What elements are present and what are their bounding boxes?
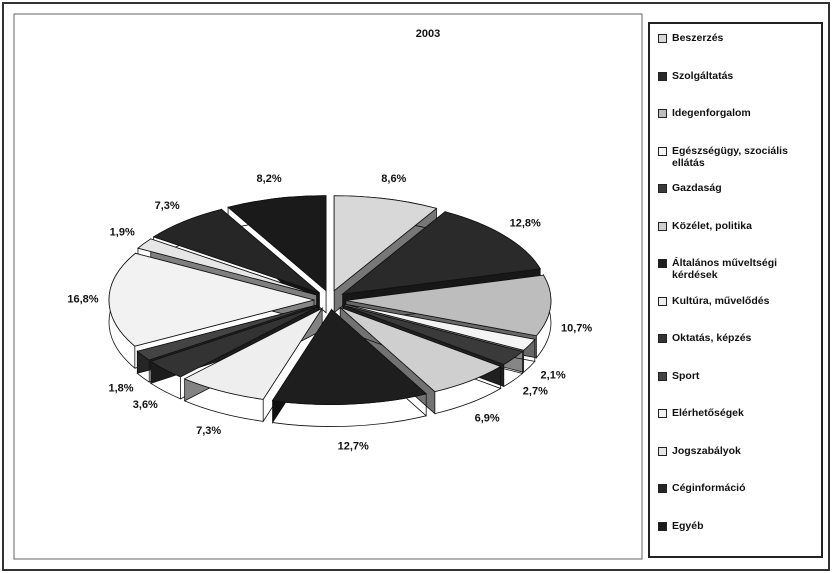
legend-marker <box>658 371 667 381</box>
slice <box>339 307 502 393</box>
slice <box>137 238 317 296</box>
legend-label: Gazdaság <box>672 182 722 194</box>
data-label: 1,9% <box>110 226 135 238</box>
legend-item: Jogszabályok <box>658 445 813 483</box>
legend-marker <box>658 109 667 118</box>
legend-item: Egészségügy, szociális ellátás <box>658 145 813 183</box>
slice-side <box>149 305 319 400</box>
legend-label: Egészségügy, szociális ellátás <box>672 144 788 169</box>
legend-marker <box>658 34 667 43</box>
legend-item: Elérhetőségek <box>658 407 813 445</box>
legend-marker <box>658 296 667 306</box>
data-label: 2,7% <box>523 385 548 397</box>
legend-item: Beszerzés <box>658 32 813 70</box>
data-label: 16,8% <box>67 294 98 306</box>
data-label: 7,3% <box>196 425 221 437</box>
data-label: 2,1% <box>541 370 566 382</box>
legend-label: Idegenforgalom <box>672 107 751 119</box>
data-label: 7,3% <box>155 200 180 212</box>
legend-label: Jogszabályok <box>672 444 741 457</box>
legend-item: Általános műveltségi kérdések <box>658 257 813 295</box>
legend-marker <box>658 71 667 81</box>
legend-label: Kultúra, művelődés <box>672 294 770 307</box>
legend-item: Oktatás, képzés <box>658 332 813 370</box>
slice <box>108 252 316 347</box>
data-label: 3,6% <box>133 399 158 411</box>
slice-group <box>271 308 428 427</box>
plot-border <box>13 13 643 560</box>
slice <box>341 211 541 295</box>
legend-label: Beszerzés <box>672 32 724 44</box>
slice-group <box>339 306 502 415</box>
slice-group <box>149 305 319 400</box>
slice-group <box>227 195 327 314</box>
legend-label: Szolgáltatás <box>672 69 734 82</box>
chart-title: 2003 <box>416 28 440 40</box>
legend-marker <box>658 184 667 193</box>
slice <box>183 307 324 400</box>
legend-marker <box>658 409 667 418</box>
legend-marker <box>658 259 667 268</box>
legend-label: Közélet, politika <box>672 219 752 232</box>
legend-item: Gazdaság <box>658 182 813 220</box>
data-label: 8,2% <box>257 173 282 185</box>
data-label: 8,6% <box>381 173 406 185</box>
slice <box>344 303 536 351</box>
legend-label: Oktatás, képzés <box>672 332 752 344</box>
legend-label: Egyéb <box>672 519 704 532</box>
legend-label: Sport <box>672 369 700 382</box>
slice-group <box>108 252 316 369</box>
slice <box>152 208 320 294</box>
slice <box>136 304 317 361</box>
legend-marker <box>658 334 667 343</box>
legend-item: Kultúra, művelődés <box>658 295 813 333</box>
legend-item: Idegenforgalom <box>658 107 813 145</box>
slice-group <box>183 307 324 423</box>
legend-item: Céginformáció <box>658 482 813 520</box>
data-label: 10,7% <box>561 323 592 335</box>
data-label: 6,9% <box>475 412 500 424</box>
legend-label: Általános műveltségi kérdések <box>672 257 778 281</box>
legend-label: Céginformáció <box>672 482 746 494</box>
legend-item: Sport <box>658 370 813 408</box>
legend-marker <box>658 221 667 231</box>
legend-marker <box>658 446 667 456</box>
slice <box>227 195 327 292</box>
slice <box>333 195 438 292</box>
legend-item: Közélet, politika <box>658 220 813 258</box>
legend-item: Szolgáltatás <box>658 70 813 108</box>
data-label: 1,8% <box>108 383 133 395</box>
legend-marker <box>658 521 667 531</box>
slice <box>345 274 552 337</box>
legend-marker <box>658 146 667 156</box>
data-label: 12,8% <box>510 217 541 229</box>
slice <box>343 304 524 365</box>
legend-label: Elérhetőségek <box>672 407 744 419</box>
legend: Beszerzés Szolgáltatás Idegenforgalom Egész… <box>648 22 823 558</box>
data-label: 12,7% <box>338 440 369 452</box>
slice <box>271 308 428 405</box>
slice <box>149 305 319 378</box>
legend-marker <box>658 484 667 493</box>
legend-item: Egyéb <box>658 520 813 558</box>
